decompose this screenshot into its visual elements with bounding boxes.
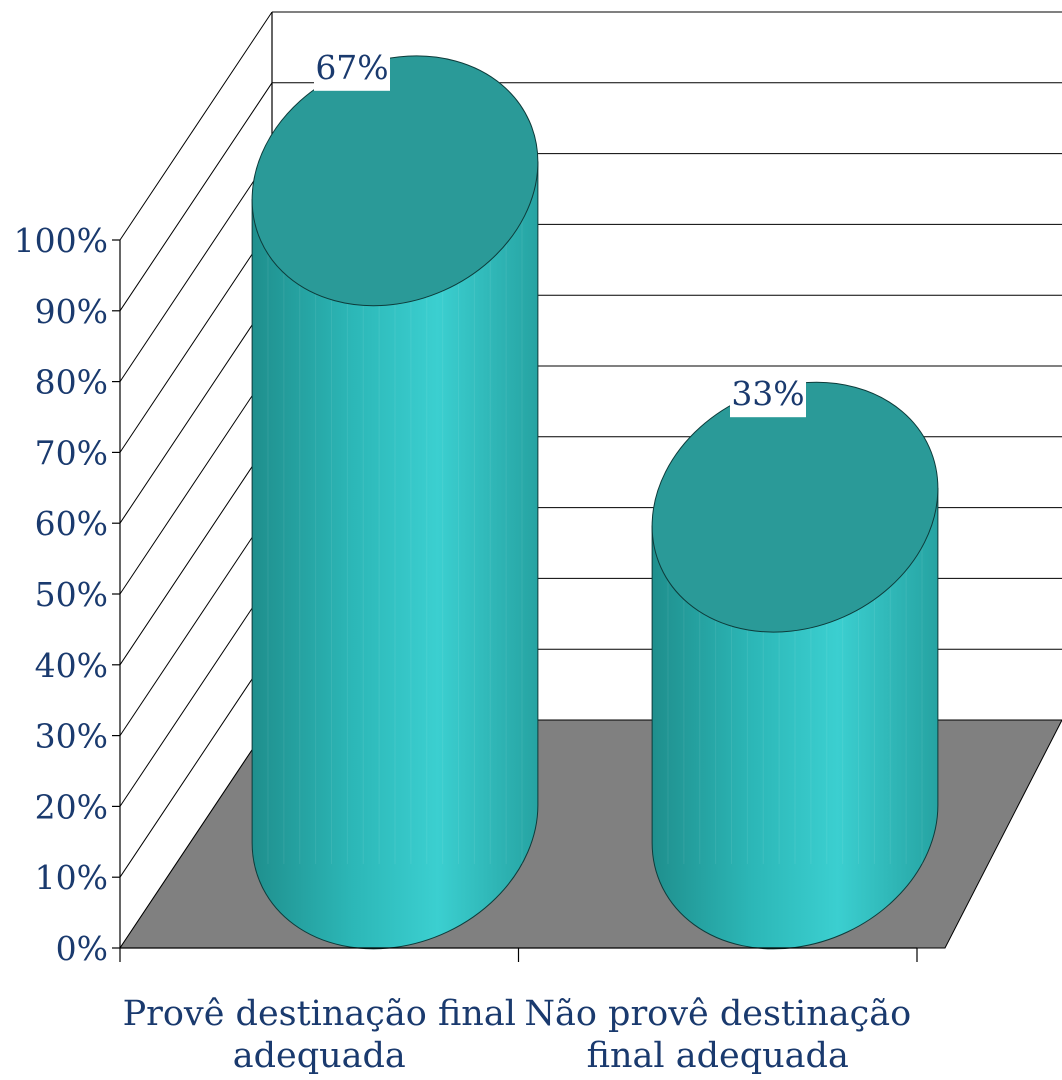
- y-tick-label: 70%: [35, 433, 108, 472]
- y-tick-label: 20%: [35, 787, 108, 826]
- x-tick-label: Não provê destinação final adequada: [524, 994, 911, 1076]
- data-label: 33%: [731, 374, 804, 413]
- y-tick-label: 10%: [35, 858, 108, 897]
- y-axis: 0% 10% 20% 30% 40% 50% 60% 70% 80% 90% 100%: [14, 221, 120, 968]
- y-tick-label: 50%: [35, 575, 108, 614]
- y-tick-label: 60%: [35, 504, 108, 543]
- bar-1: 67%: [251, 44, 539, 950]
- side-gridline: [119, 648, 273, 878]
- side-gridline: [119, 436, 273, 666]
- side-gridline: [119, 578, 273, 807]
- side-gridline: [119, 224, 273, 453]
- y-tick-label: 0%: [56, 929, 108, 968]
- y-tick-label: 40%: [35, 646, 108, 685]
- y-tick-label: 100%: [14, 221, 108, 260]
- x-tick-label: Provê destinação final adequada: [123, 994, 516, 1076]
- data-label-bg: [314, 44, 390, 91]
- bars: 67% 33%: [251, 44, 939, 950]
- y-tick-label: 30%: [35, 717, 108, 756]
- side-gridline: [119, 153, 273, 382]
- side-gridline: [119, 82, 273, 312]
- bar-2: 33%: [651, 371, 939, 950]
- data-label: 67%: [315, 48, 388, 87]
- y-tick-label: 80%: [35, 363, 108, 402]
- side-gridline: [119, 507, 273, 736]
- side-gridline: [119, 365, 273, 595]
- y-tick-label: 90%: [35, 292, 108, 331]
- data-label-bg: [730, 371, 806, 418]
- bar-body: [251, 161, 539, 950]
- side-gridline: [119, 11, 273, 241]
- side-gridline: [119, 294, 273, 524]
